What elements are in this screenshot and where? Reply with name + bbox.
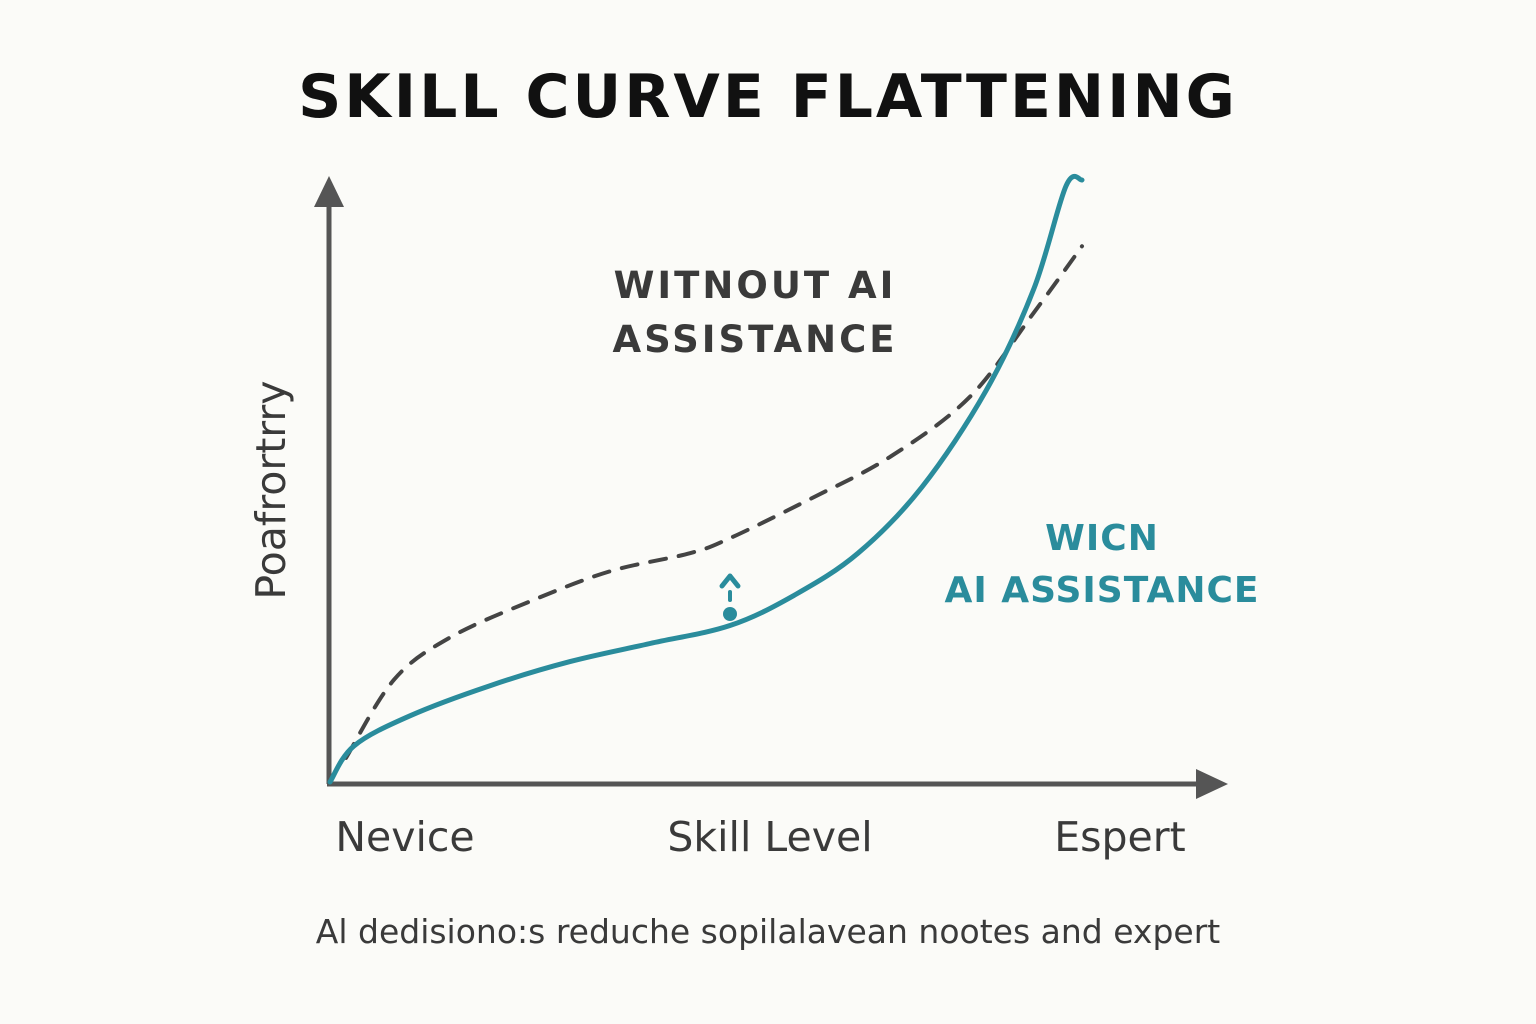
y-axis-label: Poafrortrry xyxy=(247,380,295,599)
gap-arrow-head xyxy=(722,576,738,586)
series-label-without-ai-line1: WITNOUT AI xyxy=(614,264,897,307)
series-label-with-ai-line2: AI ASSISTANCE xyxy=(945,570,1260,611)
x-tick-label-novice: Nevice xyxy=(335,813,474,861)
x-tick-label-expert: Espert xyxy=(1054,813,1185,861)
chart-title: SKILL CURVE FLATTENING xyxy=(298,62,1238,132)
series-label-without-ai-line2: ASSISTANCE xyxy=(612,318,897,361)
x-axis-arrowhead xyxy=(1196,769,1228,799)
x-axis-label: Skill Level xyxy=(667,813,872,861)
annotation-layer xyxy=(722,576,738,621)
gap-arrow-dot xyxy=(723,607,737,621)
series-label-with-ai-line1: WICN xyxy=(1045,518,1159,559)
y-axis-arrowhead xyxy=(314,176,344,207)
chart-caption: Al dedisiono:s reduche sopilalavean noot… xyxy=(316,912,1221,951)
